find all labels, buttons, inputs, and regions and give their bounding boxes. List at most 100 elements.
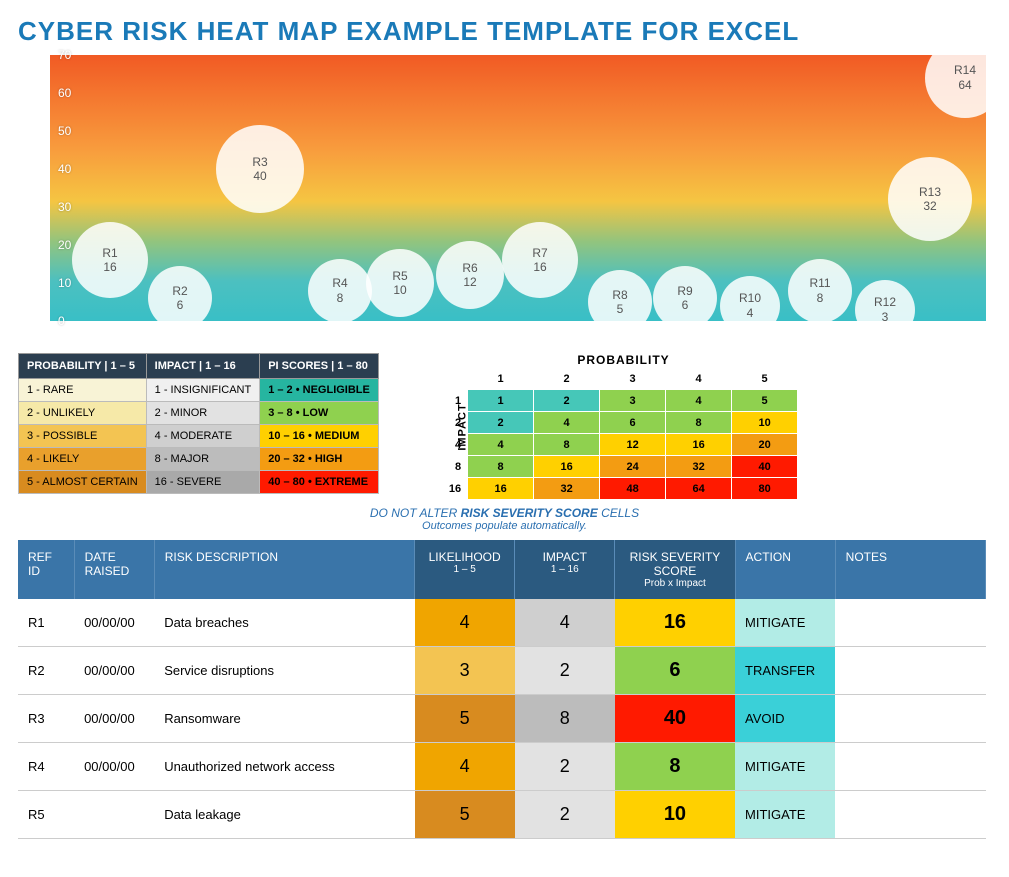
matrix-cell: 64 bbox=[666, 478, 732, 500]
matrix-row-header: 8 bbox=[449, 456, 468, 478]
table-row: R5Data leakage5210MITIGATE bbox=[18, 791, 986, 839]
matrix-cell: 40 bbox=[732, 456, 798, 478]
callout: DO NOT ALTER RISK SEVERITY SCORE CELLS O… bbox=[18, 506, 991, 532]
callout-line1c: CELLS bbox=[598, 506, 639, 520]
likelihood-cell[interactable]: 5 bbox=[415, 695, 515, 743]
legend-prob: 2 - UNLIKELY bbox=[19, 402, 147, 425]
callout-line1a: DO NOT ALTER bbox=[370, 506, 461, 520]
impact-cell[interactable]: 2 bbox=[515, 743, 615, 791]
legend-impact: 2 - MINOR bbox=[146, 402, 260, 425]
impact-cell[interactable]: 4 bbox=[515, 599, 615, 647]
matrix-cell: 6 bbox=[600, 412, 666, 434]
notes-cell[interactable] bbox=[835, 599, 985, 647]
ref-id: R2 bbox=[18, 647, 74, 695]
action-cell[interactable]: MITIGATE bbox=[735, 599, 835, 647]
bubble-id: R7 bbox=[532, 246, 547, 260]
legend-prob: 5 - ALMOST CERTAIN bbox=[19, 471, 147, 494]
matrix-title-probability: PROBABILITY bbox=[449, 353, 798, 367]
notes-cell[interactable] bbox=[835, 695, 985, 743]
matrix-cell: 12 bbox=[600, 434, 666, 456]
matrix-cell: 16 bbox=[468, 478, 534, 500]
severity-score: 16 bbox=[615, 599, 735, 647]
matrix-cell: 32 bbox=[534, 478, 600, 500]
impact-cell[interactable]: 2 bbox=[515, 791, 615, 839]
ref-id: R4 bbox=[18, 743, 74, 791]
y-axis: 010203040506070 bbox=[18, 55, 48, 321]
notes-cell[interactable] bbox=[835, 791, 985, 839]
table-row: R300/00/00Ransomware5840AVOID bbox=[18, 695, 986, 743]
impact-cell[interactable]: 8 bbox=[515, 695, 615, 743]
bubble-r12: R123 bbox=[855, 280, 915, 340]
matrix-cell: 24 bbox=[600, 456, 666, 478]
bubble-r4: R48 bbox=[308, 259, 372, 323]
bubble-value: 40 bbox=[253, 169, 266, 183]
legend-header: PROBABILITY | 1 – 5 bbox=[19, 354, 147, 379]
risk-header: IMPACT1 – 16 bbox=[515, 540, 615, 599]
matrix-cell: 32 bbox=[666, 456, 732, 478]
likelihood-cell[interactable]: 4 bbox=[415, 743, 515, 791]
legend-score: 20 – 32 • HIGH bbox=[260, 448, 379, 471]
impact-cell[interactable]: 2 bbox=[515, 647, 615, 695]
bubble-value: 5 bbox=[617, 302, 624, 316]
bubble-id: R4 bbox=[332, 276, 347, 290]
legend-header: IMPACT | 1 – 16 bbox=[146, 354, 260, 379]
action-cell[interactable]: AVOID bbox=[735, 695, 835, 743]
matrix-cell: 16 bbox=[534, 456, 600, 478]
matrix-cell: 1 bbox=[468, 390, 534, 412]
matrix-cell: 2 bbox=[468, 412, 534, 434]
bubble-value: 16 bbox=[533, 260, 546, 274]
bubble-value: 3 bbox=[882, 310, 889, 324]
bubble-id: R14 bbox=[954, 63, 976, 77]
bubble-value: 12 bbox=[463, 275, 476, 289]
risk-table: REF IDDATE RAISEDRISK DESCRIPTIONLIKELIH… bbox=[18, 540, 986, 839]
bubble-r2: R26 bbox=[148, 266, 212, 330]
bubble-value: 32 bbox=[923, 199, 936, 213]
ref-id: R5 bbox=[18, 791, 74, 839]
legend-score: 1 – 2 • NEGLIGIBLE bbox=[260, 379, 379, 402]
matrix-cell: 2 bbox=[534, 390, 600, 412]
risk-header: REF ID bbox=[18, 540, 74, 599]
bubble-r10: R104 bbox=[720, 276, 780, 336]
risk-header: NOTES bbox=[835, 540, 985, 599]
callout-line1b: RISK SEVERITY SCORE bbox=[461, 506, 598, 520]
matrix-cell: 8 bbox=[468, 456, 534, 478]
action-cell[interactable]: MITIGATE bbox=[735, 743, 835, 791]
legend-score: 3 – 8 • LOW bbox=[260, 402, 379, 425]
severity-score: 8 bbox=[615, 743, 735, 791]
bubble-id: R5 bbox=[392, 269, 407, 283]
date-raised: 00/00/00 bbox=[74, 695, 154, 743]
legend-impact: 1 - INSIGNIFICANT bbox=[146, 379, 260, 402]
matrix-cell: 4 bbox=[534, 412, 600, 434]
legend-table: PROBABILITY | 1 – 5IMPACT | 1 – 16PI SCO… bbox=[18, 353, 379, 494]
ref-id: R3 bbox=[18, 695, 74, 743]
bubble-r14: R1464 bbox=[925, 38, 1005, 118]
bubble-chart: 010203040506070 R116R26R340R48R510R612R7… bbox=[18, 55, 986, 335]
matrix-col-header: 1 bbox=[468, 369, 534, 390]
matrix-cell: 3 bbox=[600, 390, 666, 412]
date-raised: 00/00/00 bbox=[74, 743, 154, 791]
action-cell[interactable]: TRANSFER bbox=[735, 647, 835, 695]
legend-header: PI SCORES | 1 – 80 bbox=[260, 354, 379, 379]
bubble-value: 10 bbox=[393, 283, 406, 297]
table-row: R400/00/00Unauthorized network access428… bbox=[18, 743, 986, 791]
bubble-id: R9 bbox=[677, 284, 692, 298]
bubble-id: R1 bbox=[102, 246, 117, 260]
matrix-col-header: 5 bbox=[732, 369, 798, 390]
bubble-id: R13 bbox=[919, 185, 941, 199]
matrix-cell: 10 bbox=[732, 412, 798, 434]
table-row: R100/00/00Data breaches4416MITIGATE bbox=[18, 599, 986, 647]
notes-cell[interactable] bbox=[835, 743, 985, 791]
likelihood-cell[interactable]: 3 bbox=[415, 647, 515, 695]
bubble-value: 8 bbox=[337, 291, 344, 305]
action-cell[interactable]: MITIGATE bbox=[735, 791, 835, 839]
risk-description: Ransomware bbox=[154, 695, 414, 743]
bubble-id: R8 bbox=[612, 288, 627, 302]
matrix-row-header: 16 bbox=[449, 478, 468, 500]
likelihood-cell[interactable]: 5 bbox=[415, 791, 515, 839]
likelihood-cell[interactable]: 4 bbox=[415, 599, 515, 647]
notes-cell[interactable] bbox=[835, 647, 985, 695]
matrix-cell: 80 bbox=[732, 478, 798, 500]
risk-header: LIKELIHOOD1 – 5 bbox=[415, 540, 515, 599]
matrix-cell: 48 bbox=[600, 478, 666, 500]
bubble-value: 6 bbox=[177, 298, 184, 312]
